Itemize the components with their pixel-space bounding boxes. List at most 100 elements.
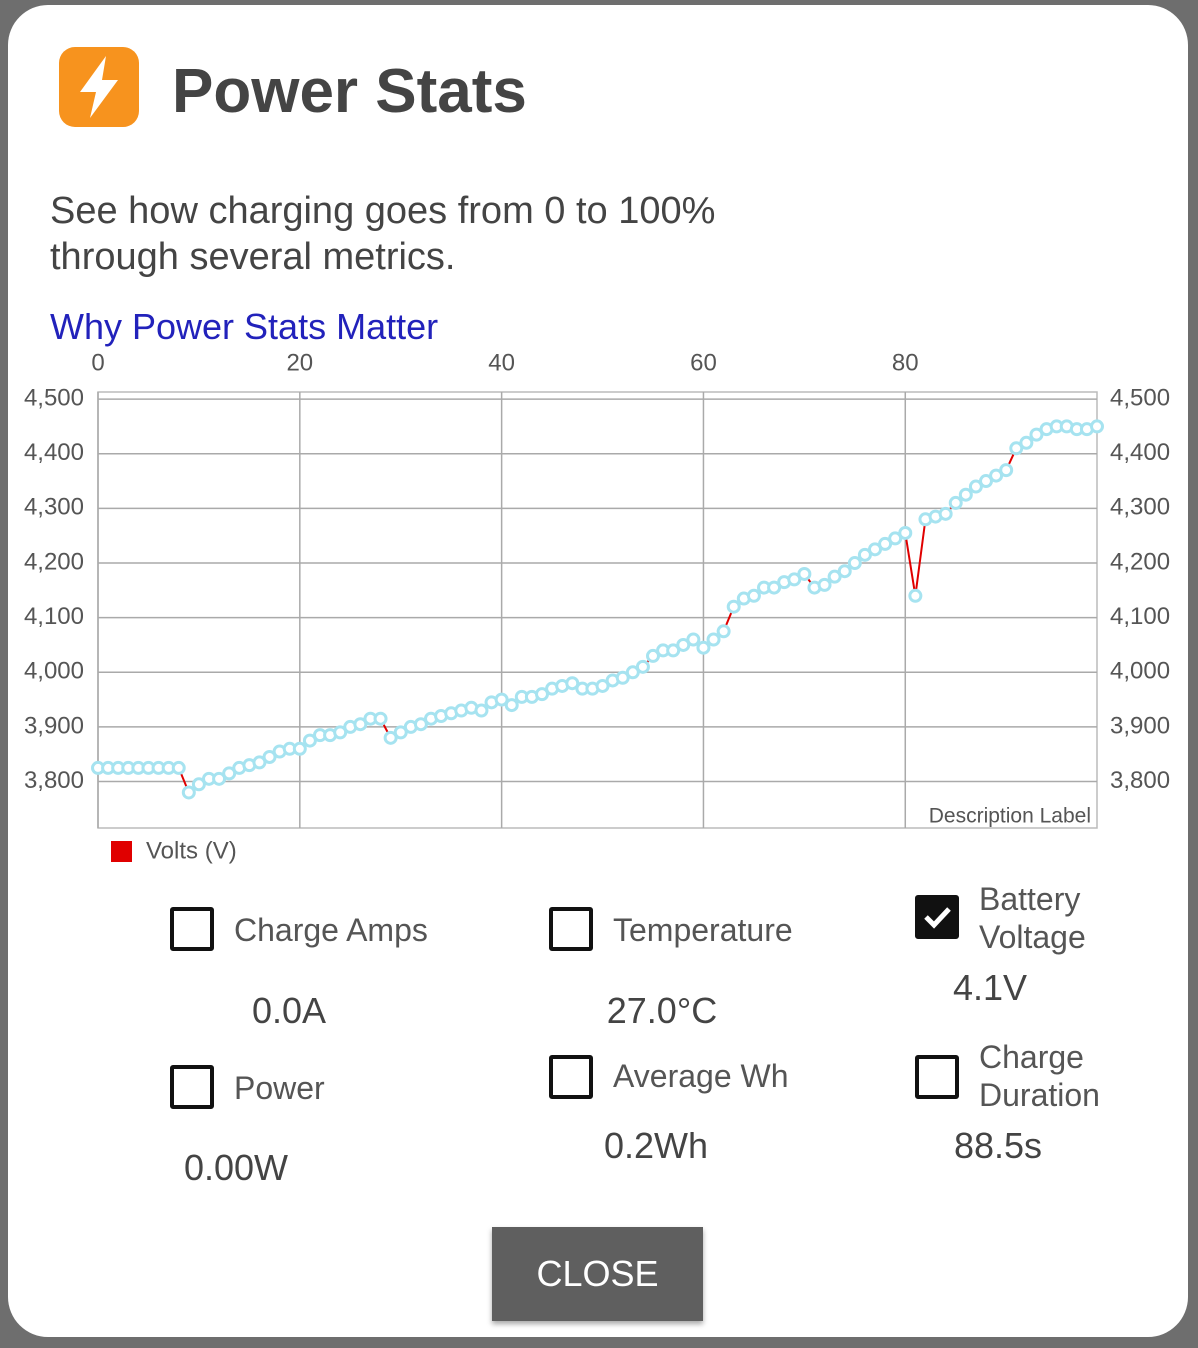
y-tick-label: 4,300 [24, 494, 84, 521]
data-point [706, 632, 721, 647]
checkbox[interactable] [549, 907, 593, 951]
y2-tick-label: 4,400 [1110, 439, 1170, 466]
description-label: Description Label [929, 805, 1091, 828]
data-point [686, 632, 701, 647]
x-tick-label: 0 [91, 349, 104, 376]
y-tick-label: 3,800 [24, 767, 84, 794]
x-tick-label: 60 [690, 349, 717, 376]
data-point [646, 648, 660, 663]
data-point [353, 717, 368, 732]
title: Power Stats [172, 57, 527, 126]
data-point [1009, 441, 1024, 456]
data-point [827, 569, 842, 584]
data-point [797, 566, 812, 581]
data-point [262, 749, 277, 764]
data-point [615, 670, 630, 685]
checkbox[interactable] [915, 1055, 959, 1099]
y2-tick-label: 3,900 [1110, 712, 1170, 739]
data-point [625, 665, 640, 680]
data-point [938, 506, 953, 521]
data-point [494, 692, 509, 707]
metric-value: 88.5s [953, 1125, 1043, 1166]
data-point [1019, 435, 1034, 450]
data-point [746, 588, 761, 603]
metric-value: 27.0°C [606, 990, 718, 1031]
checkbox[interactable] [170, 907, 214, 951]
close-button[interactable]: CLOSE [492, 1227, 703, 1321]
checkbox-label: Charge Amps [234, 912, 428, 948]
data-point [1029, 427, 1044, 442]
chart: 0 20 40 60 80 3,800 3,800 3,900 3,900 4,000 4,000 4… [24, 349, 1170, 864]
legend-swatch [111, 841, 132, 862]
data-point [837, 564, 852, 579]
metric-value: 0.2Wh [603, 1125, 709, 1166]
y2-tick-label: 3,800 [1110, 767, 1170, 794]
link[interactable]: Why Power Stats Matter [50, 306, 439, 347]
data-point [847, 556, 862, 571]
data-point [474, 703, 489, 718]
checkbox-label: Temperature [613, 912, 793, 948]
data-point [565, 676, 580, 691]
data-point [716, 624, 731, 639]
y-tick-label: 4,100 [24, 603, 84, 630]
check-mark [924, 907, 951, 929]
checkbox[interactable] [549, 1055, 593, 1099]
data-point [383, 730, 398, 745]
data-point [413, 717, 428, 732]
data-point [252, 755, 267, 770]
data-point [908, 588, 923, 603]
data-point [666, 643, 681, 658]
y-tick-label: 3,900 [24, 712, 84, 739]
y2-tick-label: 4,500 [1110, 384, 1170, 411]
data-point [968, 479, 983, 494]
metric-value: 0.00W [183, 1147, 289, 1188]
data-point [676, 637, 691, 652]
data-point [302, 733, 317, 748]
data-point [1090, 419, 1104, 434]
data-point [535, 687, 549, 702]
data-point [868, 542, 882, 557]
data-point [857, 547, 872, 562]
checkbox-label: Power [234, 1070, 325, 1106]
data-point [504, 698, 519, 713]
y2-tick-label: 4,100 [1110, 603, 1170, 630]
data-point [222, 766, 237, 781]
description: See how charging goes from 0 to 100% thr… [50, 190, 716, 278]
data-point [181, 785, 196, 800]
data-point [393, 725, 408, 740]
checkbox-label: Average Wh [613, 1058, 789, 1094]
dialog [8, 5, 1188, 1337]
checkbox-label: Charge Duration [979, 1039, 1100, 1113]
series-line [98, 425, 1098, 795]
data-point [292, 741, 307, 756]
data-point [979, 474, 993, 489]
checkbox[interactable] [170, 1065, 214, 1109]
data-point [898, 525, 913, 540]
y2-tick-label: 4,000 [1110, 658, 1170, 685]
data-point [989, 468, 1004, 483]
x-tick-label: 80 [892, 349, 919, 376]
y2-tick-label: 4,300 [1110, 494, 1170, 521]
checkbox[interactable] [915, 895, 959, 939]
data-point [595, 678, 610, 693]
x-tick-label: 40 [488, 349, 515, 376]
data-point [373, 711, 388, 726]
metric-value: 4.1V [952, 967, 1028, 1008]
data-point [171, 760, 186, 775]
y-tick-label: 4,200 [24, 548, 84, 575]
data-point [212, 771, 227, 786]
app-icon [59, 47, 139, 127]
x-tick-label: 20 [286, 349, 313, 376]
data-point [767, 580, 782, 595]
y-tick-label: 4,500 [24, 384, 84, 411]
data-point [948, 495, 963, 510]
metric-value: 0.0A [251, 990, 327, 1031]
data-point [696, 640, 711, 655]
y-tick-label: 4,000 [24, 658, 84, 685]
data-point [958, 487, 973, 502]
checkbox-label: Battery Voltage [979, 881, 1086, 955]
data-point [817, 577, 832, 592]
y2-tick-label: 4,200 [1110, 548, 1170, 575]
data-point [726, 599, 741, 614]
